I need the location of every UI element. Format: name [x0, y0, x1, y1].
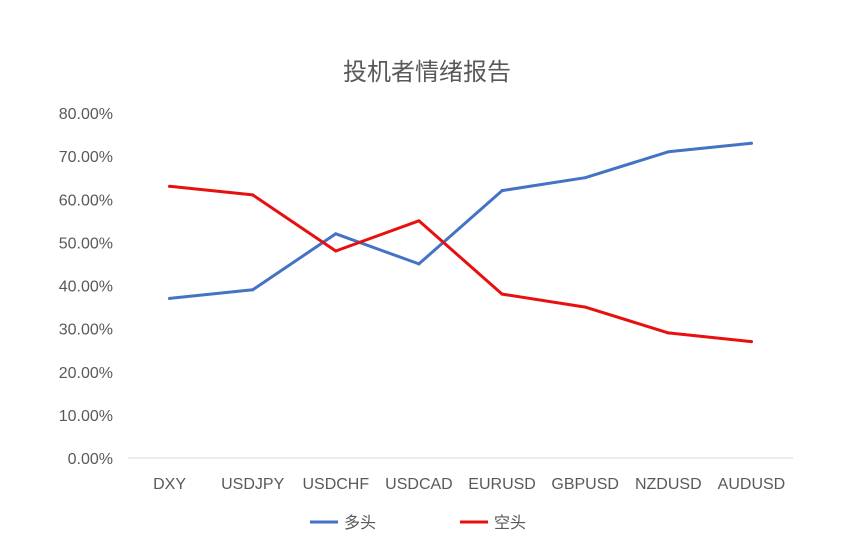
- data-point: [251, 193, 255, 197]
- y-tick-label: 40.00%: [59, 279, 113, 296]
- chart-title: 投机者情绪报告: [343, 58, 511, 86]
- x-tick-label: USDJPY: [221, 476, 284, 493]
- data-point: [168, 184, 172, 188]
- y-tick-label: 30.00%: [59, 322, 113, 339]
- data-point: [583, 305, 587, 309]
- y-tick-label: 50.00%: [59, 235, 113, 252]
- data-point: [500, 189, 504, 193]
- data-point: [749, 141, 753, 145]
- legend: 多头 空头: [310, 513, 526, 532]
- data-point: [168, 296, 172, 300]
- data-point: [334, 249, 338, 253]
- y-tick-label: 10.00%: [59, 408, 113, 425]
- data-point: [583, 176, 587, 180]
- data-point: [334, 232, 338, 236]
- y-axis-ticks: 0.00% 10.00% 20.00% 30.00% 40.00% 50.00% 60.00…: [59, 106, 113, 468]
- data-point: [666, 150, 670, 154]
- data-point: [500, 292, 504, 296]
- y-tick-label: 60.00%: [59, 192, 113, 209]
- data-point: [251, 288, 255, 292]
- data-point: [417, 262, 421, 266]
- x-tick-label: NZDUSD: [635, 476, 702, 493]
- series-lines: [168, 141, 753, 344]
- x-axis-ticks: DXY USDJPY USDCHF USDCAD EURUSD GBPUSD NZDUSD A…: [153, 476, 785, 493]
- x-tick-label: USDCAD: [385, 476, 453, 493]
- x-tick-label: EURUSD: [468, 476, 536, 493]
- y-tick-label: 0.00%: [68, 451, 113, 468]
- data-point: [666, 331, 670, 335]
- legend-label: 多头: [344, 513, 376, 532]
- x-tick-label: AUDUSD: [718, 476, 786, 493]
- y-tick-label: 20.00%: [59, 365, 113, 382]
- x-tick-label: GBPUSD: [551, 476, 619, 493]
- legend-label: 空头: [494, 513, 526, 532]
- y-tick-label: 80.00%: [59, 106, 113, 123]
- data-point: [749, 340, 753, 344]
- data-point: [417, 219, 421, 223]
- y-tick-label: 70.00%: [59, 149, 113, 166]
- x-tick-label: DXY: [153, 476, 186, 493]
- series-line-1: [168, 141, 753, 300]
- x-tick-label: USDCHF: [302, 476, 369, 493]
- series-line-2: [168, 184, 753, 344]
